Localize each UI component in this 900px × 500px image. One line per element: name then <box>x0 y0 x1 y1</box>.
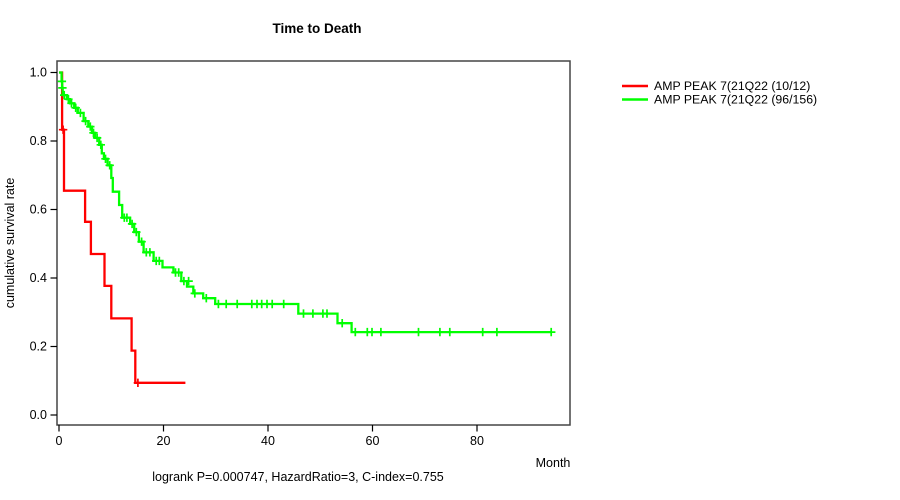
censor-marks-red <box>58 125 143 387</box>
survival-curve-red <box>59 71 186 384</box>
y-tick-label: 0.0 <box>30 408 47 422</box>
survival-curve-green <box>59 71 552 334</box>
y-axis-label: cumulative survival rate <box>3 178 17 309</box>
survival-curves <box>57 71 556 387</box>
censor-marks-green <box>57 77 556 337</box>
stats-footer: logrank P=0.000747, HazardRatio=3, C-ind… <box>152 470 444 484</box>
x-tick-label: 20 <box>157 434 171 448</box>
x-tick-label: 80 <box>470 434 484 448</box>
y-tick-label: 0.6 <box>30 203 47 217</box>
x-axis-label: Month <box>536 456 571 470</box>
chart-title: Time to Death <box>272 21 361 36</box>
plot-box <box>56 60 571 426</box>
x-tick-label: 0 <box>56 434 63 448</box>
legend: AMP PEAK 7(21Q22 (10/12)AMP PEAK 7(21Q22… <box>622 79 817 107</box>
legend-label: AMP PEAK 7(21Q22 (96/156) <box>654 93 817 107</box>
legend-label: AMP PEAK 7(21Q22 (10/12) <box>654 79 810 93</box>
x-tick-label: 40 <box>261 434 275 448</box>
x-tick-label: 60 <box>366 434 380 448</box>
y-tick-label: 0.4 <box>30 271 47 285</box>
y-tick-label: 1.0 <box>30 66 47 80</box>
axis-ticks: 0 20 40 60 80 0.0 0.2 0.4 0.6 0.8 1.0 <box>30 66 484 448</box>
y-tick-label: 0.8 <box>30 134 47 148</box>
y-tick-label: 0.2 <box>30 340 47 354</box>
